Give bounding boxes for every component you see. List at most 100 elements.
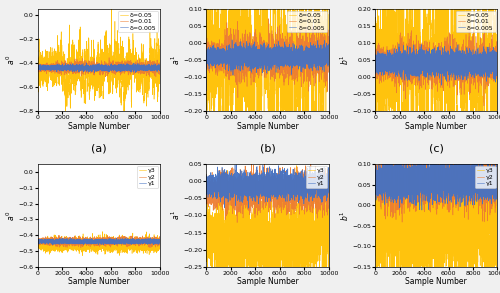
γ1 (234, 163, 239, 166)
Y-axis label: $a^1$: $a^1$ (170, 210, 182, 220)
γ2 (58, 239, 64, 243)
δ=0.01 (432, 70, 438, 74)
δ=0.005 (58, 64, 64, 68)
γ1 (396, 173, 402, 177)
γ1 (208, 187, 214, 190)
δ=0.005 (372, 58, 378, 62)
δ=0.01 (40, 67, 46, 71)
Line: γ3: γ3 (38, 180, 160, 256)
Line: γ1: γ1 (206, 165, 328, 208)
δ=0.005 (208, 57, 214, 60)
X-axis label: Sample Number: Sample Number (68, 277, 130, 286)
Y-axis label: $a^1$: $a^1$ (170, 55, 182, 65)
γ3 (432, 196, 438, 199)
γ1 (210, 177, 216, 180)
Line: γ1: γ1 (38, 180, 160, 253)
γ2 (263, 192, 269, 196)
δ=0.05 (42, 74, 48, 78)
Legend: γ3, γ2, γ1: γ3, γ2, γ1 (474, 166, 496, 188)
X-axis label: Sample Number: Sample Number (236, 277, 298, 286)
δ=0.01 (210, 63, 216, 66)
δ=0.01 (204, 89, 210, 92)
δ=0.01 (150, 60, 156, 64)
X-axis label: Sample Number: Sample Number (406, 277, 467, 286)
Legend: δ=0.05, δ=0.01, δ=0.005: δ=0.05, δ=0.01, δ=0.005 (456, 11, 496, 33)
δ=0.05 (35, 77, 41, 81)
γ3 (228, 234, 234, 237)
Y-axis label: $a^0$: $a^0$ (4, 210, 17, 221)
γ1 (228, 182, 234, 185)
δ=0.05 (94, 67, 100, 71)
δ=0.05 (319, 32, 325, 35)
δ=0.01 (34, 37, 40, 41)
Legend: δ=0.05, δ=0.01, δ=0.005: δ=0.05, δ=0.01, δ=0.005 (118, 11, 158, 33)
δ=0.005 (150, 67, 156, 71)
δ=0.05 (302, 205, 308, 209)
γ3 (263, 260, 269, 263)
γ1 (157, 240, 163, 244)
γ2 (208, 188, 214, 192)
γ1 (488, 172, 494, 176)
δ=0.01 (235, 96, 241, 100)
Legend: δ=0.05, δ=0.01, δ=0.005: δ=0.05, δ=0.01, δ=0.005 (287, 11, 327, 33)
δ=0.01 (377, 59, 383, 62)
δ=0.01 (481, 104, 487, 108)
Line: δ=0.01: δ=0.01 (375, 29, 498, 106)
γ1 (58, 240, 64, 243)
δ=0.05 (326, 0, 332, 2)
γ1 (494, 205, 500, 208)
δ=0.005 (210, 50, 216, 54)
X-axis label: Sample Number: Sample Number (406, 122, 467, 131)
δ=0.05 (157, 64, 163, 68)
γ3 (372, 167, 378, 170)
Line: δ=0.005: δ=0.005 (206, 40, 328, 91)
γ3 (372, 209, 378, 212)
δ=0.005 (229, 38, 235, 42)
δ=0.05 (58, 64, 64, 67)
γ2 (372, 172, 378, 176)
γ2 (150, 239, 156, 243)
γ2 (78, 246, 84, 250)
γ3 (487, 136, 493, 140)
Line: γ1: γ1 (375, 144, 498, 210)
Line: γ2: γ2 (375, 135, 498, 222)
Legend: γ3, γ2, γ1: γ3, γ2, γ1 (306, 166, 327, 188)
δ=0.05 (34, 37, 40, 41)
γ1 (40, 239, 46, 243)
δ=0.05 (121, 115, 127, 119)
γ1 (94, 241, 100, 244)
δ=0.01 (157, 61, 163, 64)
Y-axis label: $b^1$: $b^1$ (338, 55, 350, 65)
Legend: γ3, γ2, γ1: γ3, γ2, γ1 (137, 166, 158, 188)
γ2 (42, 239, 48, 243)
γ3 (319, 245, 325, 249)
δ=0.005 (40, 65, 46, 69)
γ1 (419, 208, 425, 212)
δ=0.05 (210, 64, 216, 67)
δ=0.01 (263, 43, 269, 46)
γ3 (35, 242, 41, 246)
γ1 (372, 173, 378, 176)
γ1 (319, 185, 325, 189)
δ=0.01 (58, 69, 64, 73)
γ1 (432, 178, 438, 181)
γ3 (34, 178, 40, 182)
Text: (b): (b) (260, 144, 276, 154)
Line: δ=0.01: δ=0.01 (38, 39, 160, 77)
δ=0.05 (204, 89, 210, 92)
δ=0.05 (372, 63, 378, 66)
δ=0.005 (263, 56, 269, 59)
γ2 (234, 221, 240, 224)
γ1 (246, 206, 252, 210)
δ=0.005 (94, 65, 100, 69)
δ=0.005 (380, 60, 386, 63)
Y-axis label: $b^1$: $b^1$ (338, 210, 350, 221)
δ=0.005 (34, 37, 40, 41)
γ3 (210, 248, 216, 251)
δ=0.05 (108, 5, 114, 9)
δ=0.005 (438, 84, 444, 87)
δ=0.005 (42, 67, 48, 71)
γ1 (372, 167, 378, 170)
δ=0.01 (488, 64, 494, 67)
δ=0.005 (326, 51, 332, 55)
